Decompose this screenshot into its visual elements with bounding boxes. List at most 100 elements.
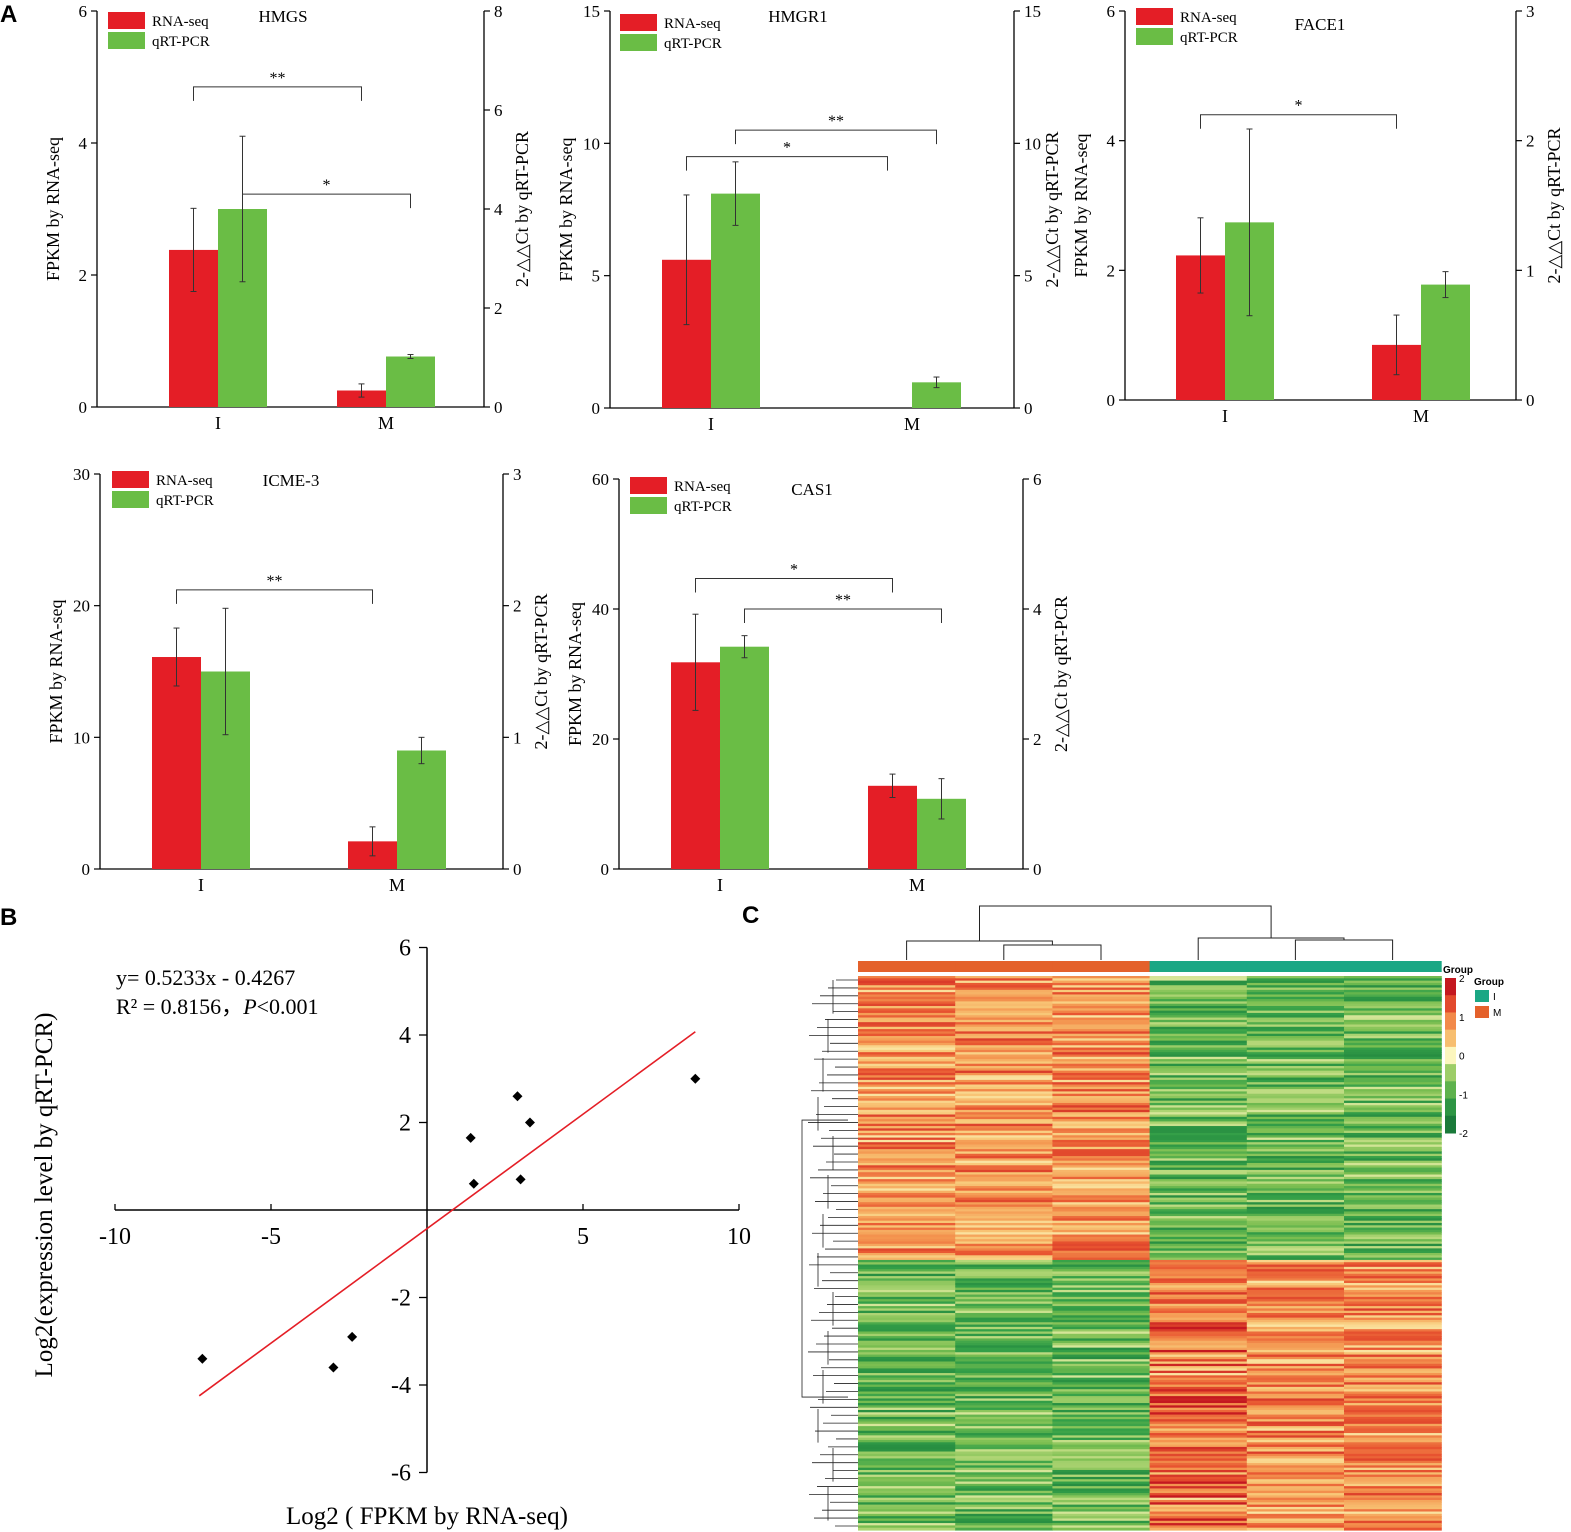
heatmap-cell [1149, 1003, 1248, 1007]
heatmap-cell [1052, 1241, 1151, 1245]
heatmap-cell [1052, 1509, 1151, 1513]
heatmap-cell [1344, 1444, 1442, 1448]
heatmap-cell [858, 1313, 956, 1316]
heatmap-cell [1052, 1042, 1151, 1046]
heatmap-cell [1344, 1525, 1442, 1529]
heatmap-cell [1149, 1225, 1248, 1229]
heatmap-cell [1052, 1100, 1151, 1104]
heatmap-cell [1149, 1135, 1248, 1139]
heatmap-cell [955, 1329, 1053, 1333]
heatmap-cell [1052, 1093, 1151, 1097]
heatmap-cell [858, 987, 956, 991]
heatmap-cell [1246, 1442, 1345, 1446]
heatmap-cell [1149, 1211, 1248, 1215]
heatmap-cell [1149, 1119, 1248, 1123]
heatmap-cell [955, 1379, 1053, 1383]
heatmap-cell [955, 1479, 1053, 1483]
heatmap-cell [1149, 1356, 1248, 1360]
heatmap-cell [1149, 1276, 1248, 1279]
heatmap-cell [955, 989, 1053, 993]
heatmap-cell [858, 1361, 956, 1365]
heatmap-cell [858, 1262, 956, 1266]
heatmap-cell [1344, 1054, 1442, 1058]
heatmap-cell [858, 1331, 956, 1335]
heatmap-cell [1052, 1066, 1151, 1069]
heatmap-cell [1149, 1167, 1248, 1171]
heatmap-cell [955, 1246, 1053, 1249]
heatmap-cell [1344, 1179, 1442, 1183]
heatmap-cell [955, 1063, 1053, 1067]
heatmap-cell [1052, 1096, 1151, 1099]
heatmap-cell [955, 1112, 1053, 1116]
heatmap-cell [1149, 1497, 1248, 1501]
heatmap-cell [1344, 987, 1442, 991]
heatmap-cell [858, 1458, 956, 1462]
heatmap-cell [955, 1340, 1053, 1344]
heatmap-cell [955, 1056, 1053, 1060]
heatmap-cell [1344, 1121, 1442, 1125]
heatmap-cell [955, 1262, 1053, 1266]
heatmap-cell [858, 1285, 956, 1289]
bar-qrt-pcr-M [386, 356, 435, 407]
heatmap-cell [955, 1049, 1053, 1053]
heatmap-cell [1149, 1102, 1248, 1106]
heatmap-cell [955, 1393, 1053, 1397]
heatmap-cell [1344, 1089, 1442, 1093]
heatmap-cell [858, 1446, 956, 1450]
heatmap-cell [1246, 1070, 1345, 1074]
heatmap-cell [858, 1449, 956, 1453]
heatmap-cell [1052, 1280, 1151, 1284]
heatmap-cell [1149, 1331, 1248, 1335]
heatmap-cell [955, 1283, 1053, 1286]
chart-title: ICME-3 [263, 471, 320, 490]
p-label: P [242, 994, 256, 1019]
heatmap-cell [1246, 1393, 1345, 1397]
heatmap-cell [1149, 1029, 1248, 1032]
heatmap-cell [858, 1100, 956, 1104]
heatmap-cell [1052, 1301, 1151, 1305]
heatmap-cell [1344, 1467, 1442, 1471]
heatmap-cell [858, 1465, 956, 1469]
heatmap-cell [1344, 1278, 1442, 1282]
heatmap-cell [858, 1197, 956, 1201]
heatmap-cell [858, 1403, 956, 1406]
heatmap-cell [858, 1105, 956, 1109]
heatmap-cell [1246, 1439, 1345, 1443]
heatmap-cell [955, 1121, 1053, 1125]
bar-qrt-pcr-M [1421, 284, 1470, 400]
heatmap-cell [1246, 1218, 1345, 1222]
heatmap-cell [955, 1444, 1053, 1448]
heatmap-cell [1052, 1167, 1151, 1171]
legend-swatch-rna-seq [1136, 8, 1173, 25]
heatmap-cell [1344, 1303, 1442, 1307]
left-axis-label: FPKM by RNA-seq [565, 602, 585, 746]
heatmap-cell [1052, 1176, 1151, 1180]
heatmap-cell [1149, 1513, 1248, 1517]
heatmap-cell [1149, 1172, 1248, 1176]
heatmap-cell [955, 1474, 1053, 1478]
heatmap-cell [858, 1190, 956, 1194]
heatmap-cell [858, 1315, 956, 1319]
heatmap-cell [955, 1319, 1053, 1323]
heatmap-cell [1149, 1386, 1248, 1390]
heatmap-cell [858, 1010, 956, 1014]
heatmap-cell [1246, 1347, 1345, 1351]
heatmap-cell [858, 1467, 956, 1471]
heatmap-cell [1246, 1479, 1345, 1483]
heatmap-cell [1052, 1502, 1151, 1506]
heatmap-cell [1149, 1001, 1248, 1005]
scatter-point [468, 1178, 479, 1189]
heatmap-cell [1149, 1430, 1248, 1434]
heatmap-cell [1246, 1156, 1345, 1159]
heatmap-cell [1149, 1153, 1248, 1157]
heatmap-cell [1149, 1345, 1248, 1349]
heatmap-cell [1344, 1319, 1442, 1323]
heatmap-cell [1052, 1421, 1151, 1425]
heatmap-cell [1052, 1181, 1151, 1185]
heatmap-cell [1052, 1375, 1151, 1379]
heatmap-cell [858, 985, 956, 989]
heatmap-cell [1246, 1121, 1345, 1125]
heatmap-cell [1149, 1354, 1248, 1358]
heatmap-cell [1052, 1239, 1151, 1243]
heatmap-cell [955, 1294, 1053, 1298]
